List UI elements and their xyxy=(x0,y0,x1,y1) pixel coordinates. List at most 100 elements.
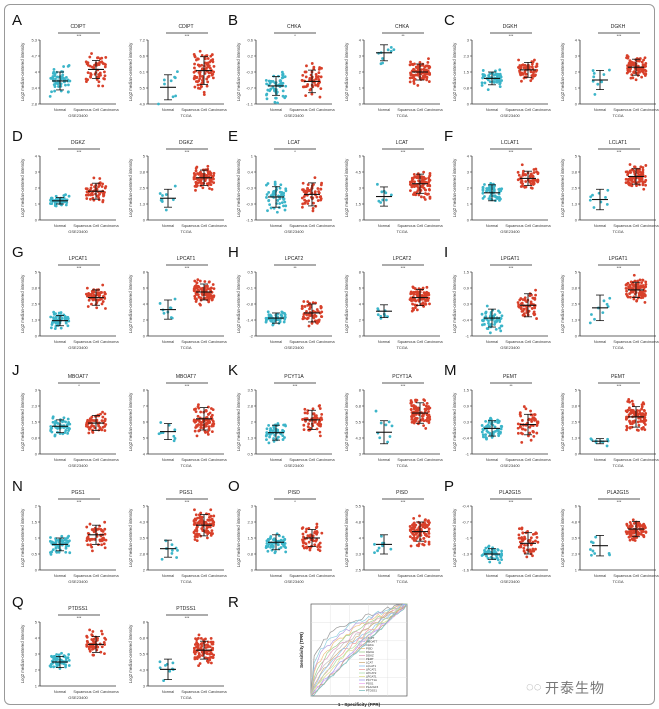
data-point xyxy=(529,438,533,442)
data-point xyxy=(308,189,312,193)
data-point xyxy=(88,522,92,526)
data-point xyxy=(424,298,428,302)
data-point xyxy=(301,73,305,77)
data-point xyxy=(423,198,427,201)
data-point xyxy=(307,526,311,530)
data-point xyxy=(195,539,199,542)
significance-mark: *** xyxy=(617,265,622,270)
data-point xyxy=(410,420,414,424)
data-point xyxy=(282,204,285,208)
data-point xyxy=(196,86,200,90)
data-point xyxy=(103,520,107,524)
data-point xyxy=(87,294,91,297)
dataset-label: GSE23400 xyxy=(284,579,304,584)
y-tick-label: 0 xyxy=(575,334,578,339)
y-tick-label: -0.4 xyxy=(462,318,470,323)
data-point xyxy=(208,645,212,649)
data-point xyxy=(96,645,100,649)
data-point xyxy=(279,313,283,317)
y-tick-label: 0 xyxy=(35,452,38,457)
y-tick-label: 3 xyxy=(575,54,578,59)
data-point xyxy=(49,552,53,556)
data-point xyxy=(273,89,276,93)
y-tick-label: 2 xyxy=(35,668,38,673)
data-point xyxy=(500,314,504,318)
panel-label: M xyxy=(444,362,457,379)
x-category-label: Squamous Cell Carcinoma xyxy=(613,224,659,228)
data-point xyxy=(589,540,593,544)
data-point xyxy=(428,174,431,178)
data-point xyxy=(318,434,322,438)
data-point xyxy=(410,417,414,421)
data-point xyxy=(273,427,276,431)
data-point xyxy=(305,545,309,549)
data-point xyxy=(643,428,647,432)
significance-mark: *** xyxy=(185,499,190,504)
data-point xyxy=(197,403,200,406)
data-point xyxy=(310,92,314,96)
data-point xyxy=(193,429,197,433)
data-point xyxy=(384,198,388,202)
data-point xyxy=(306,425,310,429)
data-point xyxy=(413,175,416,179)
data-point xyxy=(61,539,65,543)
data-point xyxy=(642,425,645,429)
data-point xyxy=(209,508,213,512)
plot-title: LPCAT1 xyxy=(177,256,196,262)
data-point xyxy=(90,415,94,419)
data-point xyxy=(517,536,521,540)
data-point xyxy=(417,174,421,178)
plot-title: DGKZ xyxy=(179,140,193,146)
data-point xyxy=(626,64,629,68)
data-point xyxy=(194,410,198,414)
y-tick-label: 4.3 xyxy=(139,520,145,525)
data-point xyxy=(199,287,203,291)
data-point xyxy=(210,529,214,533)
data-point xyxy=(419,68,423,72)
data-point xyxy=(208,411,212,415)
data-point xyxy=(300,307,304,310)
data-point xyxy=(606,437,609,441)
significance-mark: *** xyxy=(401,149,406,154)
data-point xyxy=(268,537,272,541)
data-point xyxy=(303,85,307,89)
data-point xyxy=(192,646,196,650)
data-point xyxy=(271,322,275,326)
data-point xyxy=(422,67,426,71)
data-point xyxy=(497,421,501,424)
data-point xyxy=(175,556,179,559)
x-category-label: Squamous Cell Carcinoma xyxy=(505,458,551,462)
legend-entry: PGS1 xyxy=(366,682,374,686)
data-point xyxy=(65,201,69,205)
y-tick-label: 2.5 xyxy=(31,302,37,307)
data-point xyxy=(169,316,173,319)
data-point xyxy=(195,281,199,285)
y-tick-label: 1 xyxy=(467,202,470,207)
data-point xyxy=(279,546,283,549)
data-point xyxy=(320,315,324,319)
y-tick-label: 3.8 xyxy=(571,286,577,291)
data-point xyxy=(536,540,540,544)
significance-mark: *** xyxy=(185,33,190,38)
data-point xyxy=(54,546,58,550)
data-point xyxy=(269,87,273,91)
data-point xyxy=(207,64,210,68)
data-point xyxy=(316,75,320,79)
data-point xyxy=(104,56,108,59)
data-point xyxy=(168,669,172,673)
data-point xyxy=(633,165,636,169)
data-point xyxy=(103,292,107,296)
data-point xyxy=(174,94,178,98)
data-point xyxy=(84,193,88,197)
data-point xyxy=(412,78,416,82)
data-point xyxy=(530,293,533,297)
data-point xyxy=(631,180,634,184)
data-point xyxy=(100,632,104,636)
data-point xyxy=(319,87,323,91)
data-point xyxy=(265,183,268,187)
y-tick-label: 4.7 xyxy=(31,54,37,59)
data-point xyxy=(283,208,287,212)
